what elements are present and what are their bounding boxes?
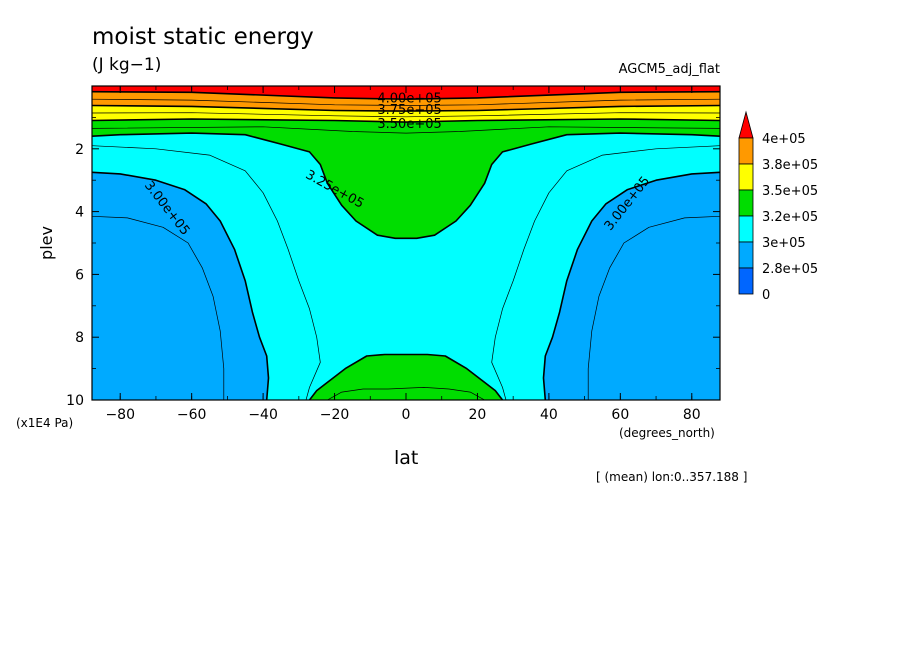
contour-line-4 — [92, 145, 321, 400]
y-axis-units: (x1E4 Pa) — [16, 416, 74, 430]
colorbar-swatch-4 — [738, 215, 754, 243]
x-axis-label: lat — [394, 447, 419, 469]
colorbar-label-1: 3.8e+05 — [762, 158, 818, 173]
chart-units: (J kg−1) — [92, 55, 162, 75]
colorbar-swatch-6 — [738, 267, 754, 295]
colorbar-extend-arrow — [738, 110, 754, 139]
contour-line-9 — [327, 387, 485, 400]
contour-line-10 — [92, 118, 720, 123]
contour-line-3 — [587, 215, 720, 400]
colorbar-label-3: 3.2e+05 — [762, 210, 818, 225]
contour-region-2 — [543, 172, 720, 400]
x-tick-label-0: −80 — [105, 407, 135, 423]
x-tick-label-8: 80 — [683, 407, 701, 423]
contour-line-1 — [542, 171, 720, 400]
contour-line-0 — [92, 171, 270, 400]
y-axis-label: plev — [37, 226, 56, 260]
contour-line-8 — [92, 126, 720, 134]
chart-title: moist static energy — [92, 24, 314, 50]
contour-line-12 — [92, 104, 720, 112]
colorbar-swatch-2 — [738, 163, 754, 191]
contour-line-5 — [491, 145, 720, 400]
contour-line-2 — [92, 215, 225, 400]
contour-region-3 — [92, 86, 720, 239]
contour-line-6 — [92, 132, 720, 240]
colorbar-label-0: 4e+05 — [762, 132, 806, 147]
colorbar-label-6: 0 — [762, 288, 770, 303]
colorbar-swatch-3 — [738, 189, 754, 217]
x-tick-label-3: −20 — [320, 407, 350, 423]
contour-region-4 — [309, 354, 503, 400]
x-tick-label-4: 0 — [402, 407, 411, 423]
colorbar-swatch-5 — [738, 241, 754, 269]
averaging-note: [ (mean) lon:0..357.188 ] — [596, 470, 748, 484]
colorbar-label-4: 3e+05 — [762, 236, 806, 251]
x-tick-label-7: 60 — [611, 407, 629, 423]
contour-label-0: 4.00e+05 — [377, 92, 441, 107]
x-tick-label-5: 20 — [469, 407, 487, 423]
contour-label-2: 3.50e+05 — [377, 117, 441, 132]
contour-label-1: 3.75e+05 — [377, 103, 441, 118]
colorbar-label-2: 3.5e+05 — [762, 184, 818, 199]
y-tick-label-2: 6 — [75, 267, 84, 283]
y-tick-label-4: 10 — [66, 393, 84, 409]
x-tick-label-6: 40 — [540, 407, 558, 423]
y-tick-label-3: 8 — [75, 330, 84, 346]
colorbar-swatch-1 — [738, 137, 754, 165]
run-label: AGCM5_adj_flat — [618, 62, 720, 77]
y-tick-label-0: 2 — [75, 142, 84, 158]
contour-line-7 — [308, 353, 504, 400]
x-tick-label-1: −60 — [177, 407, 207, 423]
contour-line-13 — [92, 98, 720, 106]
x-axis-units: (degrees_north) — [619, 426, 715, 440]
contour-region-1 — [92, 172, 269, 400]
x-tick-label-2: −40 — [248, 407, 278, 423]
contour-line-11 — [92, 112, 720, 118]
y-tick-label-1: 4 — [75, 205, 84, 221]
colorbar-label-5: 2.8e+05 — [762, 262, 818, 277]
